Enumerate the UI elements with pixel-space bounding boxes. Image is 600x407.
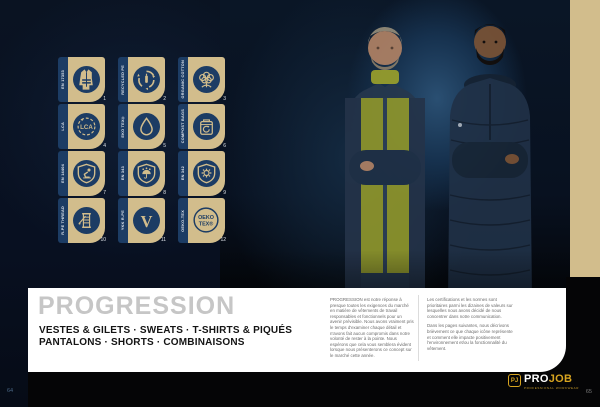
badge-strip-label: EKO TEX® <box>118 104 128 149</box>
badge-face: OEKO TEX® <box>188 198 225 243</box>
badge-strip-label: COMPOST BAGS <box>178 104 188 149</box>
badge-face <box>128 57 165 102</box>
badge-number: 8 <box>163 190 166 196</box>
projob-wordmark: PROJOB <box>524 373 573 385</box>
projob-logo: PJ PROJOB PROFESSIONAL WORKWEAR <box>508 374 579 390</box>
badge-grid: EN 17353 1 RECYCLED PE 2 ORGANIC COTTON 3 LCA L… <box>58 57 226 243</box>
badge-strip-label: EN 14404 <box>58 151 68 196</box>
badge-eko-tex-: EKO TEX® 5 <box>118 104 166 149</box>
badge-number: 3 <box>223 96 226 102</box>
badge-number: 10 <box>100 237 106 243</box>
intro-paragraph: Dans les pages suivantes, nous décrivons… <box>427 323 513 351</box>
knee-shield-icon <box>73 160 100 187</box>
hi-vis-vest-icon <box>73 66 100 93</box>
badge-number: 6 <box>223 143 226 149</box>
badge-strip-label: RECYCLED PE <box>118 57 128 102</box>
rain-shield-icon <box>133 160 160 187</box>
svg-text:OEKO: OEKO <box>198 215 214 221</box>
badge-number: 11 <box>160 237 166 243</box>
projob-monogram-icon: PJ <box>508 374 521 387</box>
cold-shield-icon <box>193 160 220 187</box>
recycle-icon <box>133 66 160 93</box>
intro-paragraph: PROGRESSION est notre réponse à presque … <box>330 297 414 358</box>
badge-number: 4 <box>103 143 106 149</box>
intro-text-column-1: PROGRESSION est notre réponse à presque … <box>330 297 414 363</box>
badge-strip-label: ORGANIC COTTON <box>178 57 188 102</box>
badge-strip-label: EN 342 <box>178 151 188 196</box>
badge-face <box>188 151 225 196</box>
svg-text:LCA: LCA <box>80 124 93 131</box>
category-line-2: PANTALONS · SHORTS · COMBINAISONS <box>39 337 245 348</box>
badge-number: 12 <box>220 237 226 243</box>
badge-face <box>188 57 225 102</box>
svg-text:TEX®: TEX® <box>199 220 213 227</box>
badge-strip-label: YKK R-PE <box>118 198 128 243</box>
badge-face: V <box>128 198 165 243</box>
intro-paragraph: Les certifications et les normes sont pr… <box>427 297 513 319</box>
page-number-right: 65 <box>585 389 592 395</box>
category-line-1: VESTES & GILETS · SWEATS · T-SHIRTS & PI… <box>39 325 293 336</box>
badge-organic-cotton: ORGANIC COTTON 3 <box>178 57 226 102</box>
page-number-left: 64 <box>7 388 14 394</box>
oeko-tex-icon: OEKO TEX® <box>193 207 220 234</box>
badge-lca: LCA LCA 4 <box>58 104 106 149</box>
category-list: VESTES & GILETS · SWEATS · T-SHIRTS & PI… <box>39 325 292 349</box>
badge-face <box>128 151 165 196</box>
info-band: PROGRESSION VESTES & GILETS · SWEATS · T… <box>28 288 566 372</box>
model-left <box>345 27 425 300</box>
badge-face: LCA <box>68 104 105 149</box>
column-divider <box>418 295 419 361</box>
compost-bag-icon <box>193 113 220 140</box>
projob-tagline: PROFESSIONAL WORKWEAR <box>524 386 579 390</box>
model-right <box>448 24 532 300</box>
badge-number: 7 <box>103 190 106 196</box>
cotton-icon <box>193 66 220 93</box>
badge-recycled-pe: RECYCLED PE 2 <box>118 57 166 102</box>
badge-r-pe-thread: R-PE THREAD 10 <box>58 198 106 243</box>
badge-face <box>68 57 105 102</box>
lca-icon: LCA <box>73 113 100 140</box>
badge-strip-label: EN 17353 <box>58 57 68 102</box>
badge-strip-label: LCA <box>58 104 68 149</box>
zipper-v-icon: V <box>133 207 160 234</box>
badge-en-17353: EN 17353 1 <box>58 57 106 102</box>
badge-compost-bags: COMPOST BAGS 6 <box>178 104 226 149</box>
gold-edge-strip <box>570 0 600 277</box>
badge-face <box>128 104 165 149</box>
badge-en-342: EN 342 9 <box>178 151 226 196</box>
badge-number: 9 <box>223 190 226 196</box>
badge-number: 5 <box>163 143 166 149</box>
badge-ykk-r-pe: YKK R-PE V 11 <box>118 198 166 243</box>
badge-face <box>68 151 105 196</box>
badge-strip-label: R-PE THREAD <box>58 198 68 243</box>
badge-strip-label: EN 343 <box>118 151 128 196</box>
badge-number: 1 <box>103 96 106 102</box>
droplet-icon <box>133 113 160 140</box>
badge-number: 2 <box>163 96 166 102</box>
badge-en-14404: EN 14404 7 <box>58 151 106 196</box>
badge-oeko-tex: OEKO-TEX OEKO TEX® 12 <box>178 198 226 243</box>
badge-face <box>188 104 225 149</box>
badge-face <box>68 198 105 243</box>
intro-text-column-2: Les certifications et les normes sont pr… <box>427 297 517 355</box>
badge-strip-label: OEKO-TEX <box>178 198 188 243</box>
svg-text:V: V <box>141 212 153 231</box>
section-title: PROGRESSION <box>38 292 236 320</box>
badge-en-343: EN 343 8 <box>118 151 166 196</box>
thread-spool-icon <box>73 207 100 234</box>
